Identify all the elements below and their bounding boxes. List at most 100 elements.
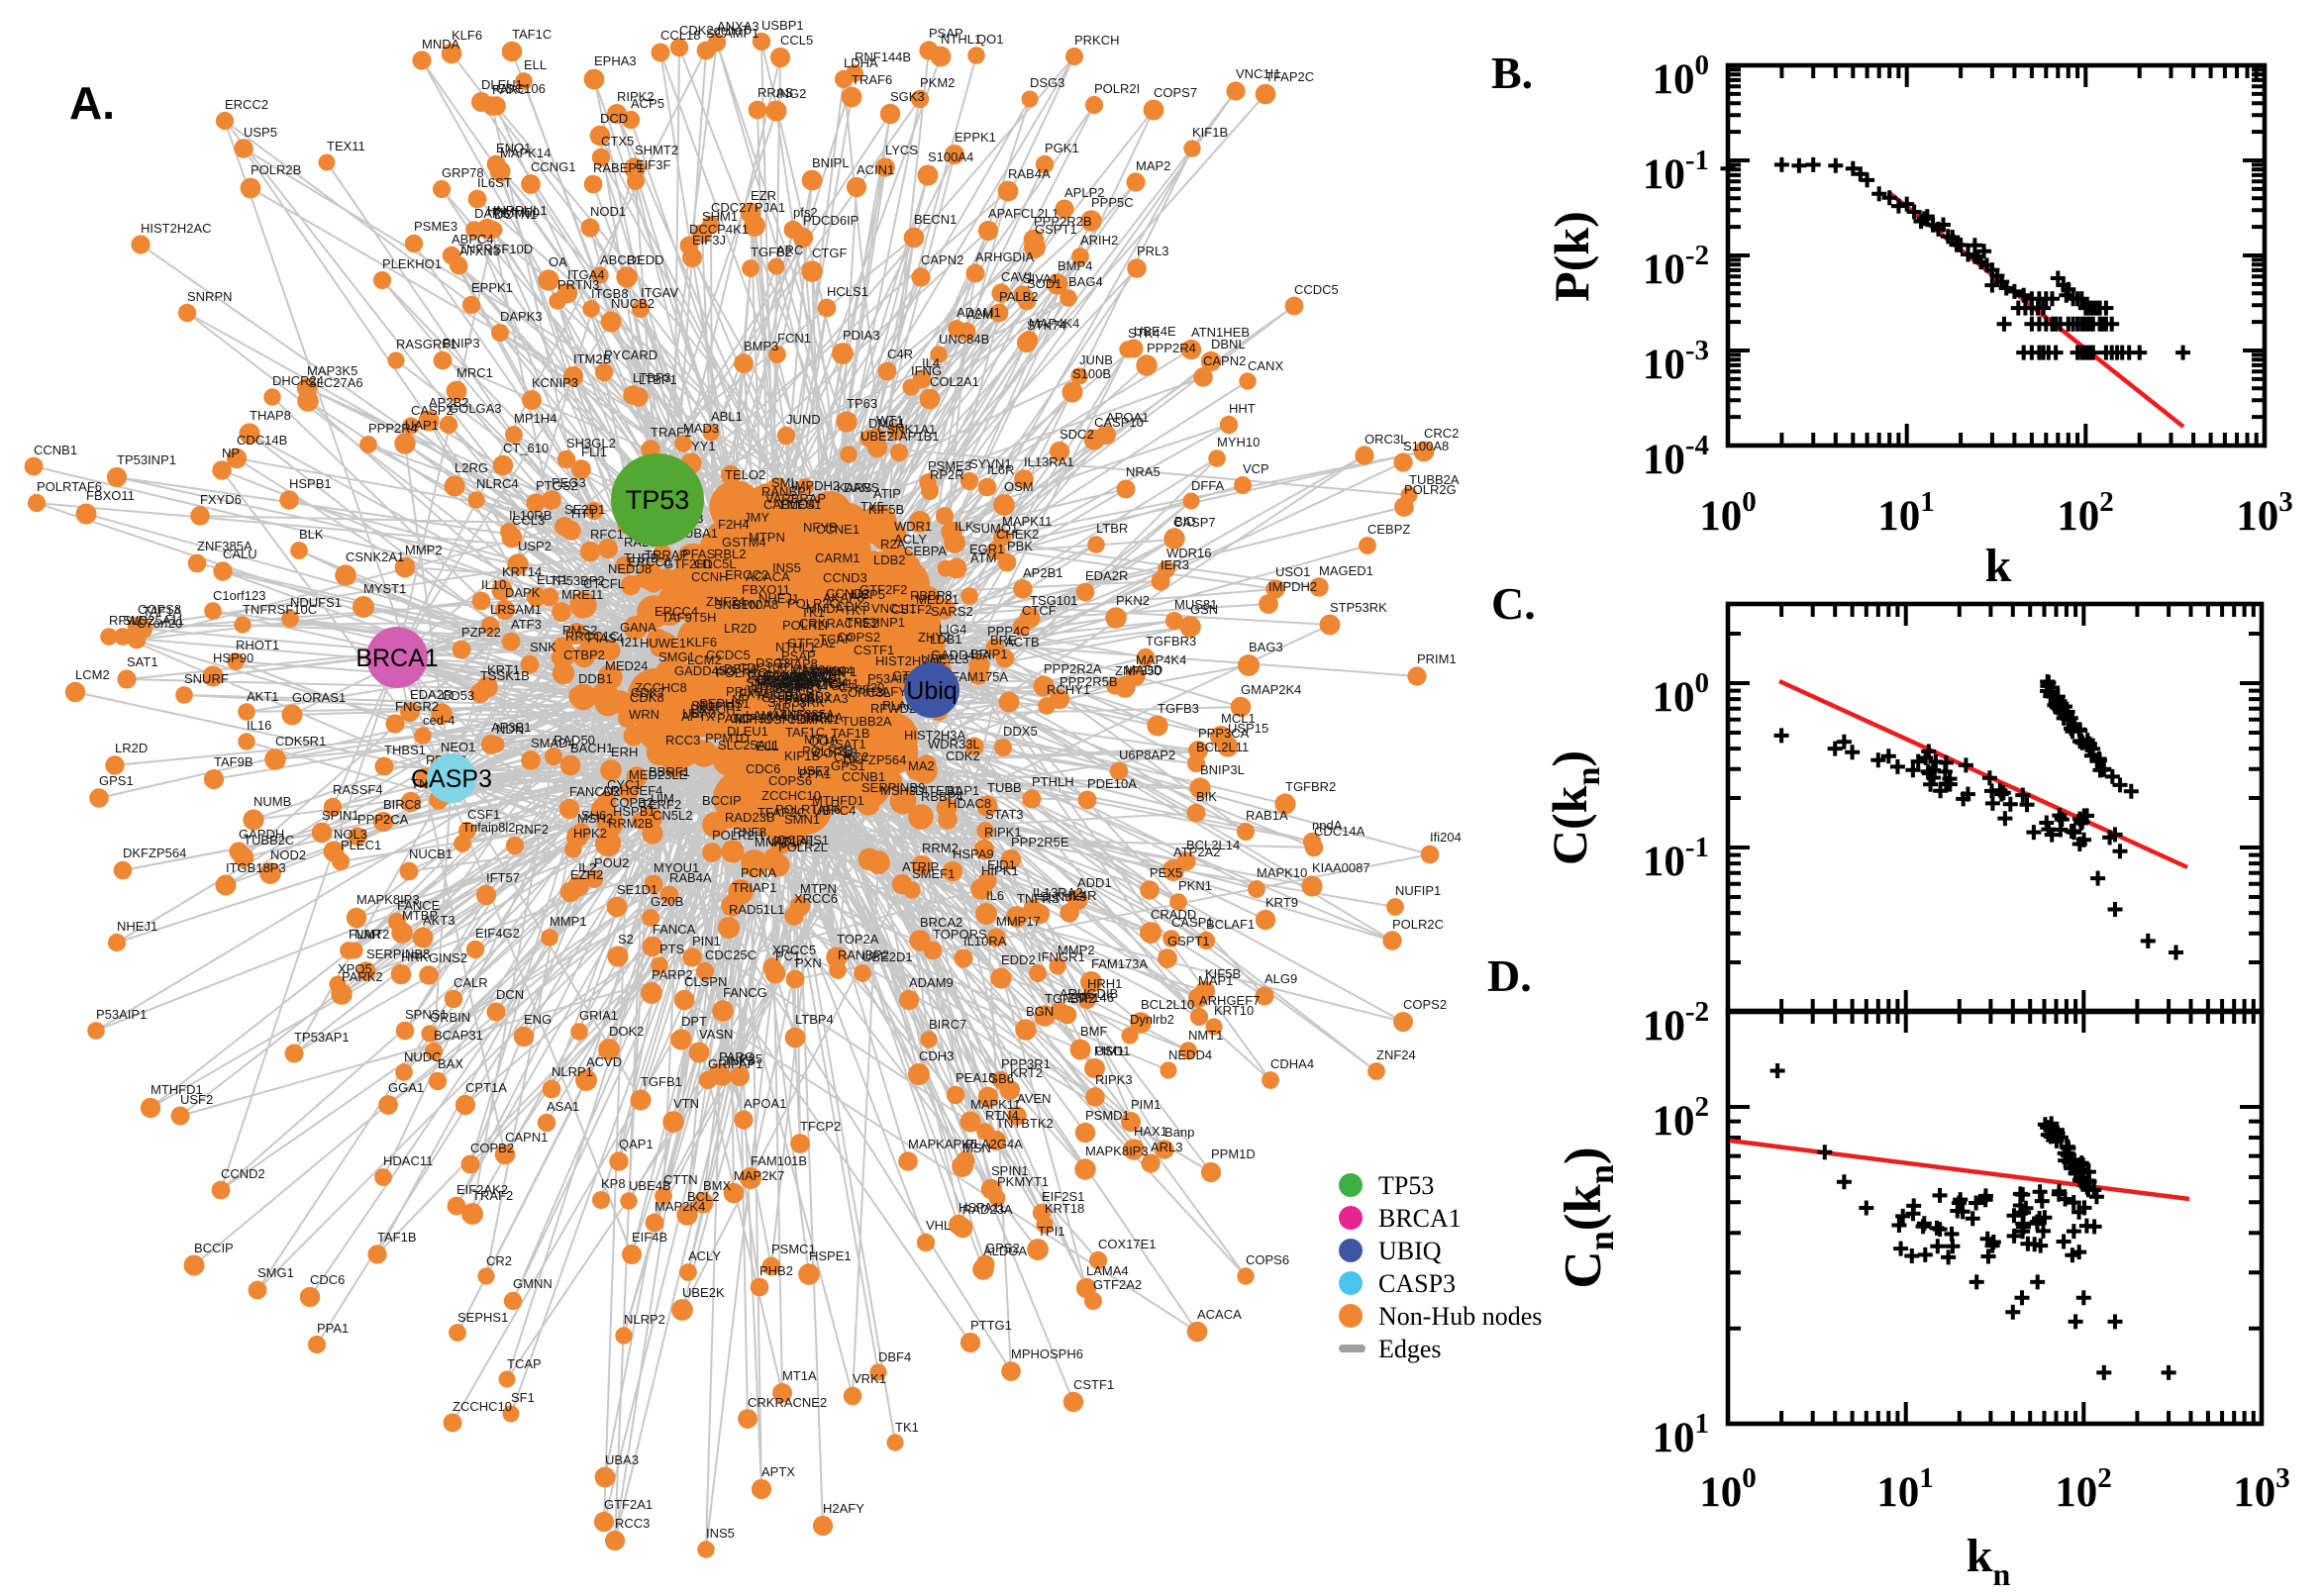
svg-text:ILK: ILK [955,519,974,534]
svg-text:AKAP8: AKAP8 [823,590,864,605]
svg-text:POLR2G: POLR2G [1404,482,1457,497]
svg-text:SLC25A11: SLC25A11 [718,738,779,752]
svg-text:MPHOSPH6: MPHOSPH6 [735,712,807,727]
svg-text:ABL1: ABL1 [711,409,743,424]
svg-text:BMP3: BMP3 [744,339,778,353]
svg-text:POLR2B: POLR2B [802,744,853,758]
svg-text:RIPK2: RIPK2 [617,89,655,104]
svg-text:UBA3: UBA3 [605,1452,639,1467]
svg-text:DBF4: DBF4 [724,661,757,676]
svg-text:TAF1C: TAF1C [785,725,825,740]
svg-text:CDH3: CDH3 [919,1048,954,1063]
svg-text:CCNB1: CCNB1 [34,443,77,457]
svg-text:EPHA3: EPHA3 [594,53,637,68]
svg-text:USBP1: USBP1 [762,669,805,684]
svg-text:KIF5B: KIF5B [868,502,904,517]
svg-text:VNC1I1: VNC1I1 [1236,66,1281,81]
svg-text:EPHA3: EPHA3 [779,680,822,695]
svg-text:SEPHS1: SEPHS1 [699,696,750,711]
svg-text:TRAF6: TRAF6 [852,72,892,87]
svg-text:U6P8AP2: U6P8AP2 [1119,748,1175,762]
svg-text:TRAF2: TRAF2 [472,1188,513,1203]
svg-text:TIMM50: TIMM50 [492,205,540,220]
svg-text:FBXO11: FBXO11 [86,488,135,503]
svg-text:IL6ST: IL6ST [477,175,512,190]
svg-text:DCCP4K1: DCCP4K1 [689,222,749,237]
svg-text:USP5: USP5 [244,125,277,140]
svg-text:ITGB8: ITGB8 [591,286,629,301]
svg-text:GADD45A: GADD45A [931,648,991,662]
svg-text:PPP2CA: PPP2CA [357,812,409,827]
svg-text:CCND2: CCND2 [221,1166,265,1181]
svg-text:BCL2L14: BCL2L14 [1186,838,1240,852]
svg-text:C4R: C4R [887,347,913,361]
svg-text:100: 100 [1699,1462,1757,1516]
svg-text:UBIQ: UBIQ [1378,1237,1442,1265]
svg-text:RABEP1: RABEP1 [593,160,644,175]
svg-text:KIAA0087: KIAA0087 [1312,860,1370,875]
svg-text:BMX: BMX [703,1178,732,1193]
svg-text:VASN: VASN [699,1027,733,1042]
svg-text:ACIN1: ACIN1 [857,162,894,177]
svg-text:Non-Hub nodes: Non-Hub nodes [1378,1302,1542,1331]
svg-text:102: 102 [1653,1091,1710,1145]
svg-text:KP8: KP8 [601,1176,626,1191]
svg-text:NMT2: NMT2 [354,927,389,942]
svg-text:TP53INP1: TP53INP1 [846,615,905,630]
svg-text:SNRPN: SNRPN [714,597,759,612]
svg-text:ADAM9: ADAM9 [909,975,954,990]
svg-text:ARIH2: ARIH2 [1080,233,1118,248]
svg-text:COPS7: COPS7 [730,711,773,726]
svg-text:PPP2R4: PPP2R4 [368,421,418,436]
svg-text:VARBRAP: VARBRAP [765,491,826,506]
svg-text:TP53: TP53 [626,485,690,515]
svg-text:101: 101 [1877,486,1935,540]
svg-text:COPB2: COPB2 [610,795,654,810]
svg-text:PBK: PBK [1007,539,1033,553]
svg-text:MMP2: MMP2 [1058,943,1095,957]
svg-text:NLRP2: NLRP2 [624,1312,665,1327]
svg-text:BNIPL: BNIPL [812,155,850,170]
svg-text:KIF5B: KIF5B [1205,966,1241,981]
svg-text:PJA1: PJA1 [755,200,785,215]
svg-text:PPP4C: PPP4C [987,624,1030,639]
svg-text:ARL3: ARL3 [773,700,806,715]
svg-text:kn: kn [1967,1530,2011,1592]
svg-text:AP2B1: AP2B1 [1023,565,1062,580]
svg-text:TPI1: TPI1 [1038,1224,1064,1239]
svg-text:BMF: BMF [1080,1024,1108,1039]
svg-text:POLRTAF6: POLRTAF6 [37,479,102,494]
svg-text:CCL18: CCL18 [660,28,700,43]
svg-text:101: 101 [1876,1462,1934,1516]
svg-text:10-1: 10-1 [1643,145,1709,198]
svg-text:KLF6: KLF6 [686,635,717,649]
svg-text:BCCIP: BCCIP [702,793,742,808]
svg-text:BAX: BAX [438,1056,463,1071]
svg-text:PSME3: PSME3 [414,219,457,234]
svg-text:BRCA2: BRCA2 [920,915,962,930]
svg-text:Banp: Banp [1164,1125,1194,1140]
svg-text:SH3GL2: SH3GL2 [566,436,616,450]
svg-text:HNRPUL1: HNRPUL1 [487,203,548,218]
svg-text:RFWD2: RFWD2 [870,701,916,716]
svg-text:ORC3L: ORC3L [1364,432,1407,447]
svg-text:BRCA1: BRCA1 [355,645,438,672]
svg-text:MTPN: MTPN [749,530,785,545]
svg-text:EID1: EID1 [987,857,1016,872]
svg-text:XRCC6: XRCC6 [794,891,838,906]
svg-text:C1orf123: C1orf123 [761,690,814,705]
svg-text:VRK1: VRK1 [853,1371,886,1386]
svg-text:MT1A: MT1A [782,1368,817,1383]
svg-text:MAPK14: MAPK14 [500,146,551,160]
svg-text:DMC1: DMC1 [868,416,905,431]
svg-text:CEBPA: CEBPA [904,544,947,558]
svg-text:NUDC: NUDC [404,1049,442,1064]
svg-text:RAD23A: RAD23A [962,1202,1013,1217]
svg-text:CCL5: CCL5 [781,676,814,691]
svg-text:BACH1: BACH1 [570,741,613,755]
svg-text:PXN: PXN [795,955,822,970]
svg-text:100: 100 [1653,667,1710,721]
svg-text:PTHLH: PTHLH [1032,774,1074,789]
svg-text:PLEKHO1: PLEKHO1 [382,256,442,271]
svg-text:TFAP2C: TFAP2C [758,805,806,820]
